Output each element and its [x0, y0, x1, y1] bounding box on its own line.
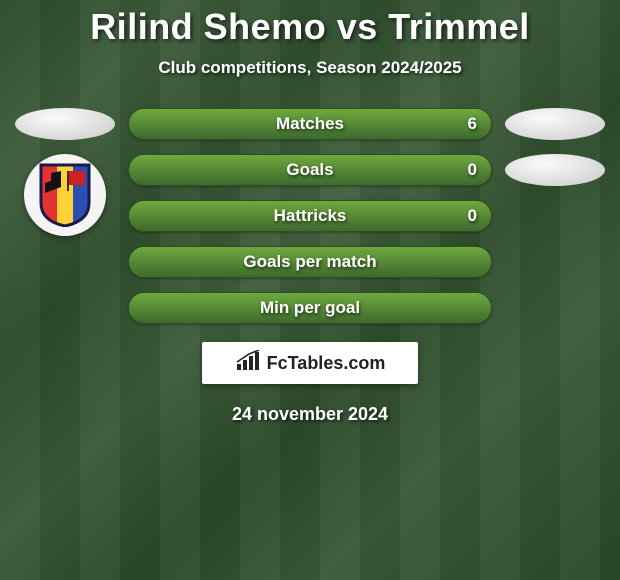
stat-bar: Goals per match: [128, 246, 492, 278]
left-club-badge: [24, 154, 106, 236]
comparison-row: Matches6Goals0Hattricks0Goals per matchM…: [0, 108, 620, 324]
subtitle: Club competitions, Season 2024/2025: [0, 58, 620, 78]
stat-label: Matches: [129, 114, 491, 134]
brand-badge: FcTables.com: [202, 342, 418, 384]
right-club-photo: [505, 154, 605, 186]
date-line: 24 november 2024: [0, 404, 620, 425]
page-title: Rilind Shemo vs Trimmel: [0, 6, 620, 48]
right-player-col: [500, 108, 610, 324]
stat-label: Hattricks: [129, 206, 491, 226]
stat-label: Goals per match: [129, 252, 491, 272]
stat-bar: Hattricks0: [128, 200, 492, 232]
stat-value-right: 6: [468, 114, 477, 134]
stat-value-right: 0: [468, 206, 477, 226]
left-player-photo: [15, 108, 115, 140]
stat-label: Min per goal: [129, 298, 491, 318]
left-player-col: [10, 108, 120, 324]
brand-text: FcTables.com: [267, 353, 386, 374]
stat-value-right: 0: [468, 160, 477, 180]
stat-bar: Min per goal: [128, 292, 492, 324]
chart-icon: [235, 350, 261, 377]
right-player-photo: [505, 108, 605, 140]
stat-bar: Matches6: [128, 108, 492, 140]
shield-icon: [37, 163, 93, 227]
stat-label: Goals: [129, 160, 491, 180]
stats-bars: Matches6Goals0Hattricks0Goals per matchM…: [128, 108, 492, 324]
stat-bar: Goals0: [128, 154, 492, 186]
